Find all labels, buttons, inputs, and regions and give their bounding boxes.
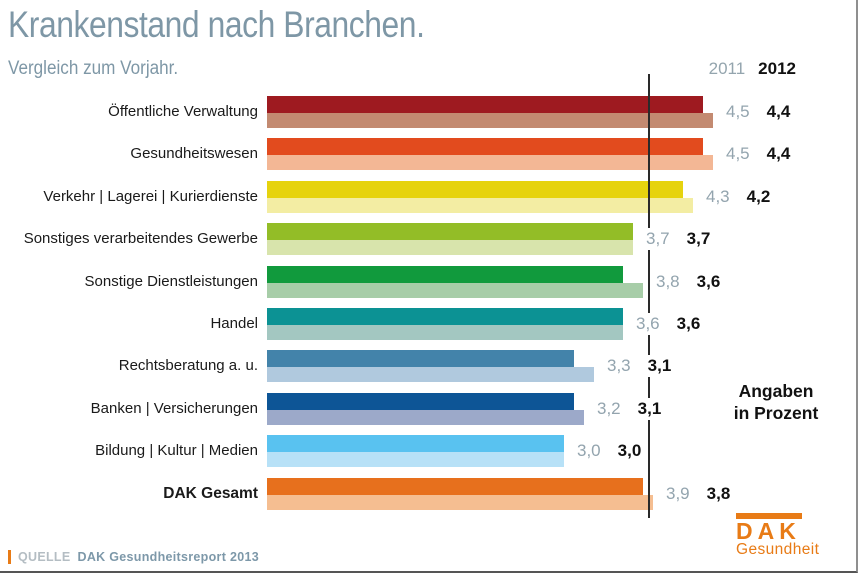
page-title: Krankenstand nach Branchen. [8,4,425,45]
chart-row: Öffentliche Verwaltung 4,5 4,4 [0,96,856,130]
chart-row: DAK Gesamt 3,9 3,8 [0,478,856,512]
category-label: DAK Gesamt [163,485,258,502]
value-2011: 3,7 [644,228,672,250]
value-2012: 3,6 [694,271,723,293]
category-label: Bildung | Kultur | Medien [95,442,258,459]
value-2012: 3,8 [704,483,733,505]
chart-row: Bildung | Kultur | Medien 3,0 3,0 [0,435,856,469]
bar-2012 [267,96,703,113]
value-labels: 3,9 3,8 [664,483,733,505]
value-labels: 3,7 3,7 [644,228,713,250]
legend-item-2012: 2012 [758,59,796,78]
value-2012: 4,2 [744,186,773,208]
bar-2012 [267,181,683,198]
chart-area: Öffentliche Verwaltung 4,5 4,4 Gesundheitsw… [0,96,856,526]
value-2012: 4,4 [764,101,793,123]
dak-logo-bar [736,513,802,519]
bar-2012 [267,138,703,155]
value-labels: 4,5 4,4 [724,101,793,123]
bar-2012 [267,266,623,283]
bar-2011 [267,113,713,128]
source-accent-bar [8,550,11,564]
bar-2012 [267,478,643,495]
chart-row: Sonstige Dienstleistungen 3,8 3,6 [0,266,856,300]
page-subtitle: Vergleich zum Vorjahr. [8,58,179,79]
legend-item-2011: 2011 [708,59,746,78]
category-label: Gesundheitswesen [130,145,258,162]
category-label: Handel [210,315,258,332]
source-text: DAK Gesundheitsreport 2013 [77,550,259,564]
value-labels: 4,3 4,2 [704,186,773,208]
bar-2011 [267,495,653,510]
bar-2011 [267,452,564,467]
value-labels: 3,2 3,1 [595,398,664,420]
value-labels: 3,3 3,1 [605,355,674,377]
bar-2011 [267,367,594,382]
category-label: Öffentliche Verwaltung [108,103,258,120]
bar-2011 [267,155,713,170]
dak-logo-text: DAK [736,518,801,544]
value-labels: 3,6 3,6 [634,313,703,335]
value-2012: 4,4 [764,143,793,165]
bar-2011 [267,240,633,255]
bar-2012 [267,393,574,410]
value-labels: 3,8 3,6 [654,271,723,293]
chart-row: Sonstiges verarbeitendes Gewerbe 3,7 3,7 [0,223,856,257]
value-2011: 3,9 [664,483,692,505]
unit-annotation-line1: Angaben [738,381,814,401]
value-2011: 4,3 [704,186,732,208]
value-2012: 3,6 [674,313,703,335]
source-label: QUELLE [18,550,71,564]
bar-2011 [267,283,643,298]
chart-row: Handel 3,6 3,6 [0,308,856,342]
legend: 2011 2012 [650,59,796,79]
value-2012: 3,1 [635,398,664,420]
value-labels: 4,5 4,4 [724,143,793,165]
reference-line [648,74,650,518]
category-label: Sonstiges verarbeitendes Gewerbe [23,230,258,247]
chart-row: Banken | Versicherungen 3,2 3,1 [0,393,856,427]
value-2011: 3,0 [575,440,603,462]
value-2011: 3,2 [595,398,623,420]
value-2011: 4,5 [724,101,752,123]
category-label: Banken | Versicherungen [90,400,258,417]
value-2011: 4,5 [724,143,752,165]
category-label: Verkehr | Lagerei | Kurierdienste [43,188,258,205]
value-2012: 3,0 [615,440,644,462]
value-2011: 3,6 [634,313,662,335]
value-2012: 3,1 [645,355,674,377]
chart-row: Gesundheitswesen 4,5 4,4 [0,138,856,172]
dak-logo: DAK Gesundheit [736,513,819,558]
bar-2011 [267,325,623,340]
bar-2011 [267,198,693,213]
value-2011: 3,3 [605,355,633,377]
unit-annotation-line2: in Prozent [733,403,819,423]
bar-2012 [267,350,574,367]
bar-2012 [267,308,623,325]
source-footer: QUELLE DAK Gesundheitsreport 2013 [8,550,259,564]
bar-2012 [267,223,633,240]
category-label: Sonstige Dienstleistungen [84,273,258,290]
dak-logo-subtitle: Gesundheit [736,541,820,558]
bar-2012 [267,435,564,452]
unit-annotation: Angaben in Prozent [728,380,824,424]
value-2012: 3,7 [684,228,713,250]
value-2011: 3,8 [654,271,682,293]
value-labels: 3,0 3,0 [575,440,644,462]
bar-2011 [267,410,584,425]
chart-row: Verkehr | Lagerei | Kurierdienste 4,3 4,2 [0,181,856,215]
category-label: Rechtsberatung a. u. [118,357,258,374]
chart-row: Rechtsberatung a. u. 3,3 3,1 [0,350,856,384]
